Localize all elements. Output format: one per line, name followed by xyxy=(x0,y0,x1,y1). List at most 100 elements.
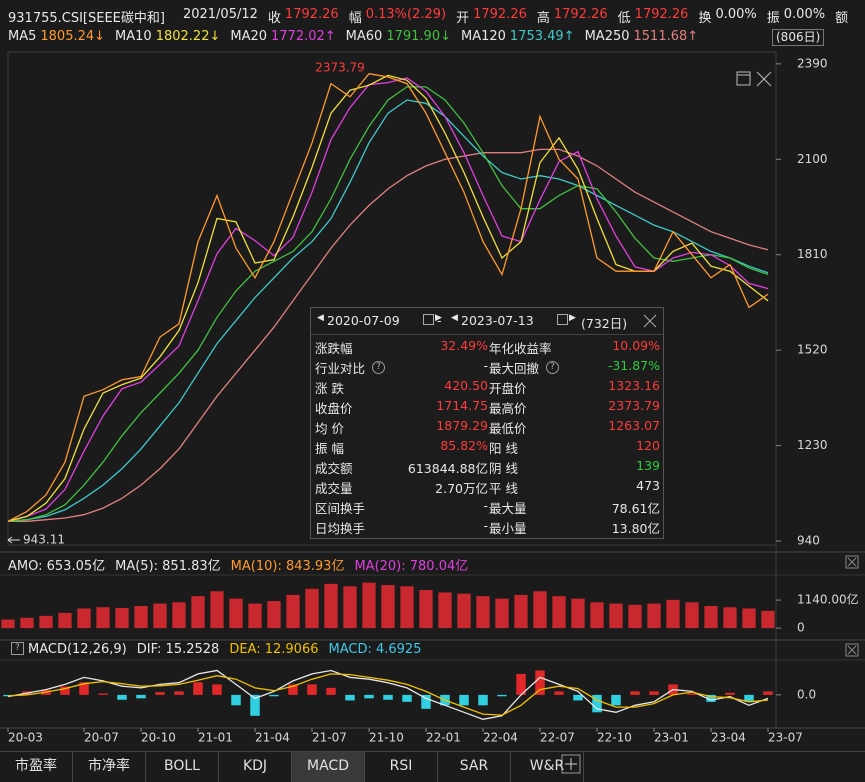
stat-label: 振 幅 xyxy=(315,441,344,456)
quote-value: 1792.26 xyxy=(634,7,689,22)
stat-value: 78.61亿 xyxy=(611,501,660,516)
x-tick-label: 20-07 xyxy=(84,731,119,745)
legend-name: MA20 xyxy=(230,29,268,44)
legend-item: DIF: 15.2528 xyxy=(136,642,220,657)
volume-bar xyxy=(96,607,110,629)
stat-value: - xyxy=(483,518,488,533)
stat-label: 涨跌幅 xyxy=(315,341,353,356)
volume-bar xyxy=(286,594,300,629)
tab[interactable]: 市净率 xyxy=(73,752,146,782)
macd-bar xyxy=(592,694,602,713)
end-date[interactable]: 2023-07-13 xyxy=(461,313,534,328)
tab[interactable]: KDJ xyxy=(219,752,292,782)
legend-item: MACD: 4.6925 xyxy=(328,642,422,657)
next-arrow[interactable]: ▶ xyxy=(569,313,576,323)
stat-value: - xyxy=(483,498,488,513)
macd-legend: ? MACD(12,26,9) DIF: 15.2528 DEA: 12.9066… xyxy=(8,642,421,657)
x-tick-label: 21-01 xyxy=(198,731,233,745)
quote-label: 低 xyxy=(617,11,631,26)
y-tick-label: 1140.00亿 xyxy=(797,592,859,607)
stat-label: 平 线 xyxy=(489,481,518,496)
macd-line xyxy=(7,669,769,720)
macd-bar xyxy=(174,691,184,695)
macd-bar xyxy=(117,694,127,700)
help-icon[interactable]: ? xyxy=(546,361,559,374)
volume-bar xyxy=(20,617,34,629)
stat-value: 613844.88亿 xyxy=(407,461,488,476)
restore-icon[interactable] xyxy=(736,71,751,86)
volume-bar xyxy=(248,603,262,629)
tab[interactable]: RSI xyxy=(365,752,438,782)
quote-label: 换 xyxy=(698,11,712,26)
legend-name: MA120 xyxy=(460,29,506,44)
tab[interactable]: BOLL xyxy=(146,752,219,782)
volume-bar xyxy=(324,583,338,629)
help-icon[interactable]: ? xyxy=(372,361,385,374)
legend-value: 1753.49↑ xyxy=(509,29,575,44)
calendar-icon[interactable] xyxy=(423,314,434,325)
tab[interactable]: MACD xyxy=(292,752,365,782)
close-icon[interactable] xyxy=(756,71,772,87)
stat-value: 1323.16 xyxy=(608,378,660,393)
macd-bar xyxy=(402,694,412,702)
stat-label: 行业对比 xyxy=(315,361,366,376)
volume-bar xyxy=(305,588,319,629)
prev-arrow[interactable]: ◀ xyxy=(317,313,324,323)
volume-bar xyxy=(590,602,604,629)
x-tick-label: 23-07 xyxy=(768,731,803,745)
quote-bar: 931755.CSI[SEEE碳中和] 2021/05/12 收 1792.26 幅… xyxy=(8,7,848,26)
stat-label: 最小量 xyxy=(489,521,527,536)
tab[interactable]: 市盈率 xyxy=(0,752,73,782)
y-tick-label: 1810 xyxy=(797,247,828,261)
panel-close[interactable] xyxy=(845,643,859,657)
stat-value: 85.82% xyxy=(440,438,488,453)
macd-bar xyxy=(516,673,526,695)
macd-bar xyxy=(630,691,640,695)
volume-bar xyxy=(666,599,680,629)
legend-item: MA(20): 780.04亿 xyxy=(354,559,469,574)
macd-bar xyxy=(307,684,317,695)
volume-bar xyxy=(58,612,72,629)
legend-value: 1511.68↑ xyxy=(633,29,699,44)
volume-bar xyxy=(761,610,775,629)
macd-bar xyxy=(687,693,697,695)
volume-bar xyxy=(229,598,243,629)
ma-line xyxy=(8,148,769,522)
macd-bar xyxy=(725,692,735,695)
macd-bar xyxy=(288,684,298,695)
macd-bar xyxy=(250,694,260,716)
prev-arrow[interactable]: ◀ xyxy=(451,313,458,323)
macd-bar xyxy=(79,682,89,695)
next-arrow[interactable]: ▶ xyxy=(435,313,442,323)
quote-label: 开 xyxy=(456,11,470,26)
x-tick-label: 22-07 xyxy=(540,731,575,745)
indicator-tabs: 市盈率 市净率 BOLL KDJ MACD RSI SAR W&R xyxy=(0,751,865,782)
volume-bar xyxy=(39,615,53,629)
tab[interactable]: W&R xyxy=(511,752,584,782)
quote-date: 2021/05/12 xyxy=(182,7,258,22)
tab[interactable]: SAR xyxy=(438,752,511,782)
stat-label: 最高价 xyxy=(489,401,527,416)
macd-bar xyxy=(649,691,659,695)
volume-bar xyxy=(210,591,224,629)
low-annotation: 943.11 xyxy=(23,533,65,547)
help-icon[interactable]: ? xyxy=(11,642,24,655)
legend-item: MA(5): 851.83亿 xyxy=(115,559,221,574)
y-tick-label: 2390 xyxy=(797,56,828,70)
stat-value: 32.49% xyxy=(440,338,488,353)
close-icon[interactable] xyxy=(643,314,657,328)
quote-value: 1792.26 xyxy=(473,7,527,22)
panel-close[interactable] xyxy=(845,555,859,569)
period-box[interactable]: (806日) xyxy=(772,29,825,46)
macd-line xyxy=(7,673,769,716)
macd-bar xyxy=(744,694,754,702)
add-tab[interactable] xyxy=(561,754,581,774)
stat-label: 均 价 xyxy=(315,421,344,436)
start-date[interactable]: 2020-07-09 xyxy=(327,313,400,328)
x-tick-label: 21-10 xyxy=(369,731,404,745)
calendar-icon[interactable] xyxy=(557,314,568,325)
legend-value: 1802.22↓ xyxy=(155,29,221,44)
volume-bar xyxy=(153,603,167,629)
